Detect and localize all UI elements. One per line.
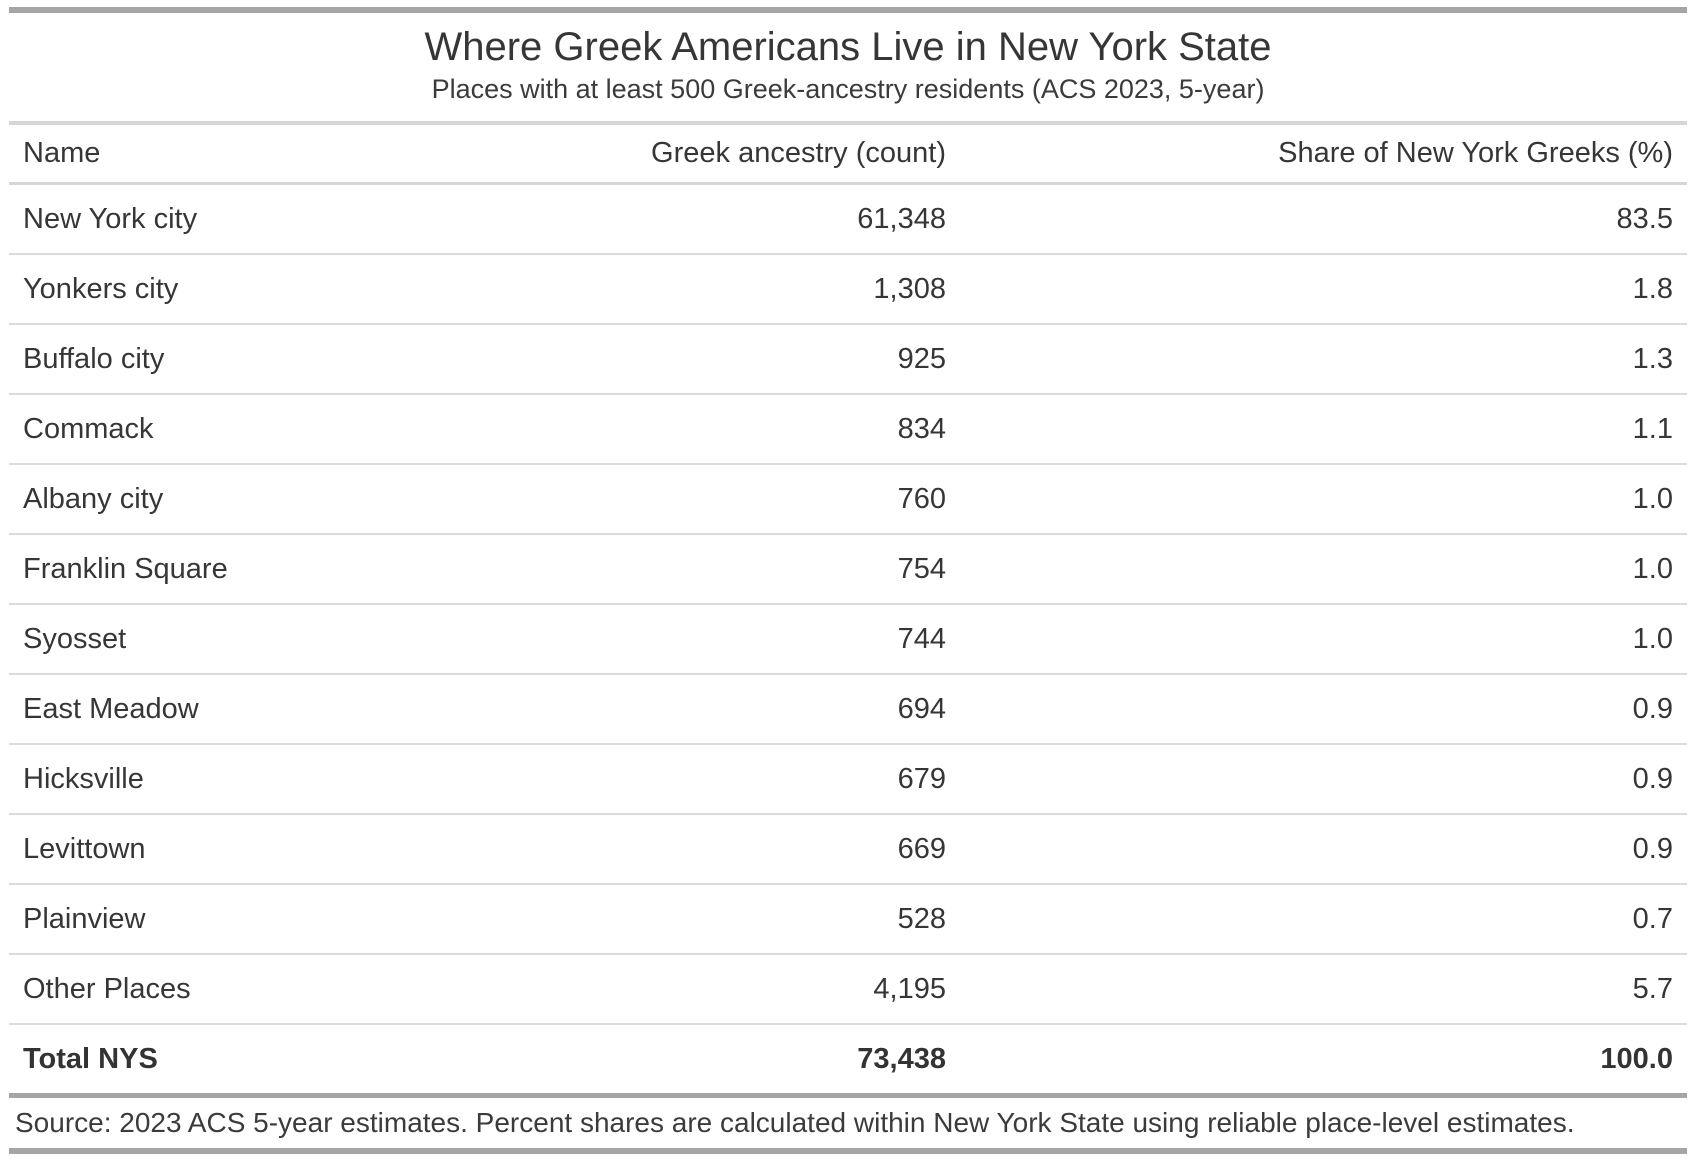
- cell-count: 754: [569, 534, 960, 605]
- cell-name: Hicksville: [9, 744, 569, 815]
- table-row: Hicksville 679 0.9: [9, 744, 1687, 815]
- table-row: Syosset 744 1.0: [9, 604, 1687, 675]
- cell-name: Commack: [9, 394, 569, 465]
- source-note: Source: 2023 ACS 5-year estimates. Perce…: [9, 1098, 1687, 1154]
- cell-share: 0.9: [960, 744, 1687, 815]
- table-row: Albany city 760 1.0: [9, 464, 1687, 535]
- cell-name: Buffalo city: [9, 324, 569, 395]
- cell-share: 1.8: [960, 254, 1687, 325]
- cell-count: 760: [569, 464, 960, 535]
- cell-count: 528: [569, 884, 960, 955]
- cell-name: Other Places: [9, 954, 569, 1025]
- total-share: 100.0: [960, 1024, 1687, 1098]
- total-label: Total NYS: [9, 1024, 569, 1098]
- table-row: Franklin Square 754 1.0: [9, 534, 1687, 605]
- table-heading: Where Greek Americans Live in New York S…: [9, 13, 1687, 125]
- page-title: Where Greek Americans Live in New York S…: [424, 25, 1272, 69]
- cell-name: Syosset: [9, 604, 569, 675]
- table-row: Plainview 528 0.7: [9, 884, 1687, 955]
- cell-count: 61,348: [569, 183, 960, 255]
- cell-count: 679: [569, 744, 960, 815]
- cell-count: 4,195: [569, 954, 960, 1025]
- cell-name: East Meadow: [9, 674, 569, 745]
- cell-count: 694: [569, 674, 960, 745]
- cell-share: 5.7: [960, 954, 1687, 1025]
- cell-count: 669: [569, 814, 960, 885]
- cell-name: Albany city: [9, 464, 569, 535]
- cell-share: 1.1: [960, 394, 1687, 465]
- table-row: Buffalo city 925 1.3: [9, 324, 1687, 395]
- table-body: New York city 61,348 83.5 Yonkers city 1…: [9, 183, 1687, 1098]
- column-header-count: Greek ancestry (count): [569, 125, 960, 185]
- table-row: Other Places 4,195 5.7: [9, 954, 1687, 1025]
- cell-count: 834: [569, 394, 960, 465]
- total-count: 73,438: [569, 1024, 960, 1098]
- cell-share: 83.5: [960, 183, 1687, 255]
- table-row: Commack 834 1.1: [9, 394, 1687, 465]
- cell-count: 744: [569, 604, 960, 675]
- cell-name: Levittown: [9, 814, 569, 885]
- cell-name: Franklin Square: [9, 534, 569, 605]
- table-row: New York city 61,348 83.5: [9, 183, 1687, 255]
- header-row: Name Greek ancestry (count) Share of New…: [9, 125, 1687, 185]
- total-row: Total NYS 73,438 100.0: [9, 1024, 1687, 1098]
- greek-americans-table: Where Greek Americans Live in New York S…: [9, 7, 1687, 1154]
- data-table: Name Greek ancestry (count) Share of New…: [9, 125, 1687, 1098]
- cell-share: 0.9: [960, 814, 1687, 885]
- cell-share: 1.0: [960, 464, 1687, 535]
- cell-share: 1.3: [960, 324, 1687, 395]
- cell-count: 1,308: [569, 254, 960, 325]
- cell-name: Yonkers city: [9, 254, 569, 325]
- cell-name: Plainview: [9, 884, 569, 955]
- cell-share: 0.7: [960, 884, 1687, 955]
- table-row: Levittown 669 0.9: [9, 814, 1687, 885]
- cell-share: 0.9: [960, 674, 1687, 745]
- table-row: Yonkers city 1,308 1.8: [9, 254, 1687, 325]
- column-header-share: Share of New York Greeks (%): [960, 125, 1687, 185]
- page-subtitle: Places with at least 500 Greek-ancestry …: [431, 74, 1265, 104]
- cell-share: 1.0: [960, 604, 1687, 675]
- cell-share: 1.0: [960, 534, 1687, 605]
- table-header: Name Greek ancestry (count) Share of New…: [9, 125, 1687, 185]
- cell-count: 925: [569, 324, 960, 395]
- table-row: East Meadow 694 0.9: [9, 674, 1687, 745]
- cell-name: New York city: [9, 183, 569, 255]
- column-header-name: Name: [9, 125, 569, 185]
